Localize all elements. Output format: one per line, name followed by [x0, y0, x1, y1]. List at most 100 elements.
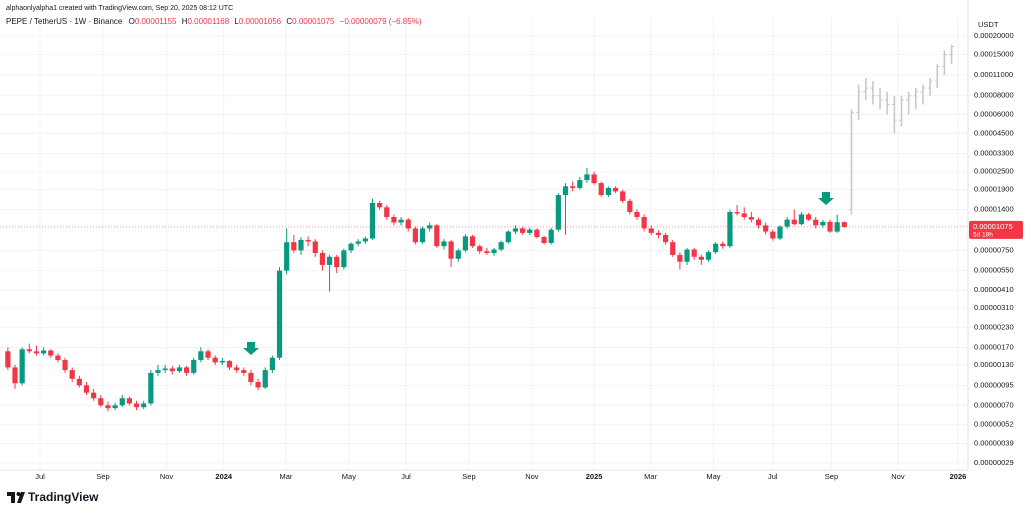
candle-body: [41, 350, 47, 354]
candle-body: [5, 351, 11, 368]
candle-body: [805, 214, 812, 220]
x-tick-label: Nov: [891, 472, 905, 481]
x-tick-label: Sep: [462, 472, 475, 481]
x-tick-label: Sep: [825, 472, 838, 481]
y-tick-label: 0.00000550: [974, 266, 1014, 275]
y-tick-label: 0.00000070: [974, 400, 1014, 409]
candle-body: [662, 234, 669, 243]
candle-body: [169, 368, 175, 372]
candle-body: [448, 241, 454, 259]
candle-body: [748, 217, 754, 220]
candle-body: [755, 219, 762, 226]
candle-body: [369, 202, 376, 239]
y-tick-label: 0.00000029: [974, 458, 1014, 467]
candle-body: [477, 246, 483, 252]
candle-body: [362, 238, 368, 242]
y-tick-label: 0.00020000: [974, 31, 1014, 40]
candle-body: [334, 256, 340, 268]
x-tick-label: May: [706, 472, 720, 481]
y-tick-label: 0.00000130: [974, 360, 1014, 369]
logo-shape: [16, 492, 21, 496]
y-tick-label: 0.00002500: [974, 167, 1014, 176]
candle-body: [734, 211, 740, 214]
logo-shape: [11, 492, 15, 503]
candle-body: [105, 405, 111, 409]
candle-body: [119, 398, 125, 406]
candle-body: [798, 214, 805, 225]
candle-body: [841, 222, 847, 227]
candle-body: [498, 242, 504, 250]
y-tick-label: 0.00006000: [974, 110, 1014, 119]
candle-body: [441, 241, 447, 247]
candle-body: [820, 221, 826, 226]
candle-body: [91, 392, 97, 399]
grid: 0.00020000 0.00015000 0.00011000 0.00008000…: [0, 0, 1014, 481]
brand-name: TradingView: [28, 490, 99, 504]
candle-body: [691, 249, 697, 257]
candle-body: [62, 360, 68, 371]
candle-body: [48, 350, 54, 356]
candle-body: [505, 231, 511, 243]
x-tick-label: Mar: [644, 472, 657, 481]
y-tick-label: 0.00000170: [974, 342, 1014, 351]
candle-body: [534, 229, 540, 238]
candle-body: [741, 213, 747, 218]
y-tick-label: 0.00011000: [974, 70, 1013, 79]
field-label: O: [129, 17, 135, 26]
field-label: L: [234, 17, 239, 26]
candle-body: [183, 367, 190, 373]
y-tick-label: 0.00000039: [974, 438, 1014, 447]
candle-body: [83, 385, 90, 393]
y-tick-label: 0.00000410: [974, 285, 1014, 294]
candle-body: [655, 232, 662, 235]
candle-body: [784, 219, 790, 227]
y-tick-label: 0.00000230: [974, 323, 1014, 332]
candle-body: [813, 219, 819, 226]
candle-body: [562, 186, 569, 196]
candle-body: [791, 219, 797, 225]
candle-body: [262, 370, 268, 388]
y-tick-label: 0.00000052: [974, 420, 1014, 429]
candle-body: [191, 360, 197, 373]
y-tick-label: 0.00015000: [974, 50, 1014, 59]
arrow-annotation: [243, 342, 259, 355]
brand-logo: [7, 492, 25, 503]
y-tick-label: 0.00000095: [974, 380, 1014, 389]
candle-body: [305, 239, 311, 242]
candle-body: [698, 256, 704, 260]
candle-body: [512, 228, 519, 232]
y-tick-label: 0.00004500: [974, 128, 1014, 137]
candle-body: [541, 237, 547, 243]
x-tick-label: Jul: [401, 472, 411, 481]
candle-body: [276, 270, 283, 358]
candle-body: [212, 357, 218, 363]
candle-body: [255, 382, 261, 388]
candle-body: [434, 225, 440, 247]
price-tag-countdown: 5d 18h: [973, 232, 993, 239]
candle-body: [727, 211, 733, 247]
price-tag: [969, 220, 1023, 239]
x-tick-label: 2026: [950, 472, 967, 481]
candle-body: [341, 250, 347, 268]
field-label: H: [182, 17, 188, 26]
field-value: 0.00001075: [292, 17, 335, 26]
x-tick-label: Nov: [160, 472, 174, 481]
candle-body: [55, 355, 61, 361]
candle-body: [634, 211, 640, 218]
candle-body: [33, 351, 40, 354]
candle-body: [491, 249, 497, 254]
field-value: 0.00001056: [239, 17, 282, 26]
x-tick-label: Jul: [768, 472, 778, 481]
candle-body: [98, 398, 104, 406]
candle-body: [205, 351, 211, 358]
y-tick-label: 0.00001400: [974, 205, 1014, 214]
price-tag-label: 0.00001075: [973, 222, 1013, 231]
y-tick-label: 0.00000310: [974, 303, 1014, 312]
symbol: PEPE / TetherUS · 1W · Binance: [6, 17, 123, 26]
candle-body: [19, 349, 25, 384]
candle-body: [484, 251, 490, 254]
candle-body: [591, 174, 597, 184]
candle-body: [326, 256, 333, 265]
